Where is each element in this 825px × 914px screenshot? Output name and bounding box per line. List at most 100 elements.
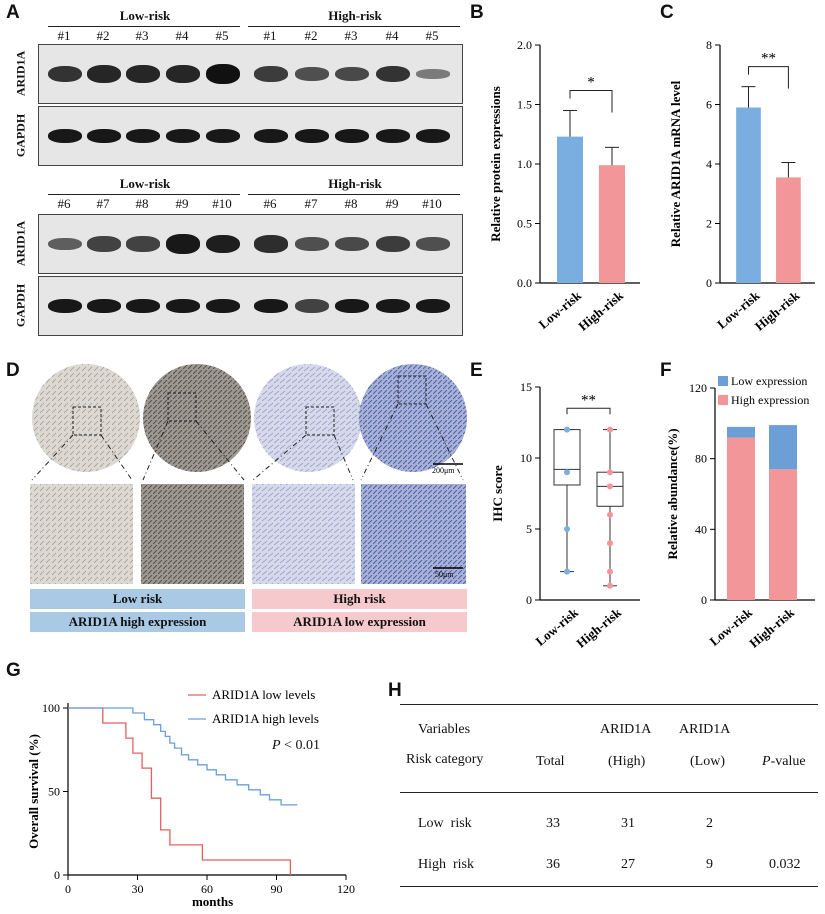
scale-bar-top: 200μm [432,466,455,475]
lane-label: #6 [57,196,71,211]
scale-bar-bottom: 50μm [435,570,454,579]
x-tick-label: 90 [271,882,283,896]
ihc-zoom-4 [361,484,466,584]
arid1a-band [376,65,410,83]
significance-label: ** [581,392,596,408]
x-tick-label: 0 [65,882,71,896]
y-tick-label: 80 [695,452,707,466]
lane-label: #10 [422,196,442,211]
gapdh-band [126,299,160,313]
arid1a-band [254,235,288,253]
arid1a-band [335,66,369,82]
panel-label-g: G [6,660,21,681]
row-label-gapdh-bottom: GAPDH [13,283,28,328]
arid1a-band [48,65,82,83]
significance-bracket [748,66,789,89]
bar-low-risk [557,136,583,283]
strip-high-risk-expr: ARID1A low expression [252,612,467,632]
table-row-2-label: High risk [418,857,474,872]
bar-segment-high [727,437,755,600]
lane-label: #1 [57,28,71,43]
x-axis-label: months [192,894,233,909]
y-tick-label: 0.5 [517,217,532,231]
blot-bottom-low-group: Low-risk [119,176,171,191]
arid1a-band [376,236,410,252]
ihc-zoom-3 [252,484,355,584]
y-tick-label: 0 [701,593,707,607]
significance-bracket [566,407,611,415]
blot-arid1a-bottom [38,214,463,274]
x-tick-label: 30 [132,882,144,896]
table-row-2-p: 0.032 [769,857,801,872]
y-tick-label: 0 [54,868,60,882]
y-tick-label: 6 [706,98,712,112]
data-point [564,526,570,532]
legend-swatch [718,395,728,405]
gapdh-band [87,299,121,313]
table-header-low-2: (Low) [690,754,725,769]
lane-label: #7 [96,196,110,211]
y-tick-label: 4 [706,157,712,171]
lane-label: #5 [215,28,229,43]
gapdh-band [335,129,369,143]
gapdh-band [254,129,288,143]
legend-label: ARID1A low levels [212,687,315,702]
gapdh-band [87,129,121,143]
survival-p-annotation: P < 0.01 [272,738,320,753]
blot-top-low-group: Low-risk [119,8,171,23]
legend-label: High expression [731,393,809,407]
y-tick-label: 40 [695,522,707,536]
x-tick-label: High-risk [752,287,803,333]
lane-label: #4 [385,28,399,43]
y-tick-label: 120 [689,381,707,395]
bar-segment-low [769,425,797,470]
table-header-total: Total [536,754,565,769]
table-header-variables: Variables [418,722,471,737]
gapdh-band [166,129,200,143]
x-tick-label: High-risk [746,604,797,650]
ihc-core-4 [359,364,467,472]
arid1a-band [166,65,200,83]
panel-label-a: A [6,2,20,23]
data-point [607,582,613,589]
significance-label: ** [761,51,776,67]
lane-label: #9 [385,196,399,211]
ihc-zoom-1 [30,484,133,584]
arid1a-band [87,65,121,83]
y-tick-label: 0.0 [517,276,532,290]
bar-segment-high [769,469,797,600]
arid1a-band [87,236,121,252]
arid1a-band [295,67,329,81]
data-point [564,426,570,433]
y-tick-label: 5 [526,522,532,536]
significance-label: * [587,74,595,90]
gapdh-band [206,129,240,143]
y-tick-label: 2.0 [517,38,532,52]
ihc-core-3 [254,364,362,472]
data-point [607,511,613,518]
panel-label-f: F [660,360,672,381]
y-tick-label: 50 [48,785,60,799]
legend-label: ARID1A high levels [212,711,319,726]
strip-low-risk-expr: ARID1A high expression [30,612,245,632]
table-header-high-2: (High) [608,754,646,769]
survival-curve [68,707,292,875]
panel-label-e: E [470,360,483,381]
table-header-p: P-value [762,754,806,769]
lane-label: #8 [135,196,149,211]
gapdh-band [376,299,410,313]
arid1a-band [335,236,369,252]
gapdh-band [48,129,82,143]
strip-low-risk: Low risk [30,589,245,609]
table-row-1-low: 2 [706,816,713,831]
gapdh-band [126,129,160,143]
blot-gapdh-top [38,106,463,166]
ihc-zoom-2 [141,484,244,584]
y-axis-label: Relative ARID1A mRNA level [668,80,683,247]
legend-label: Low expression [731,374,807,388]
bar-high-risk [599,165,625,283]
gapdh-band [416,299,450,313]
y-axis-label: Overall survival (%) [26,734,41,849]
